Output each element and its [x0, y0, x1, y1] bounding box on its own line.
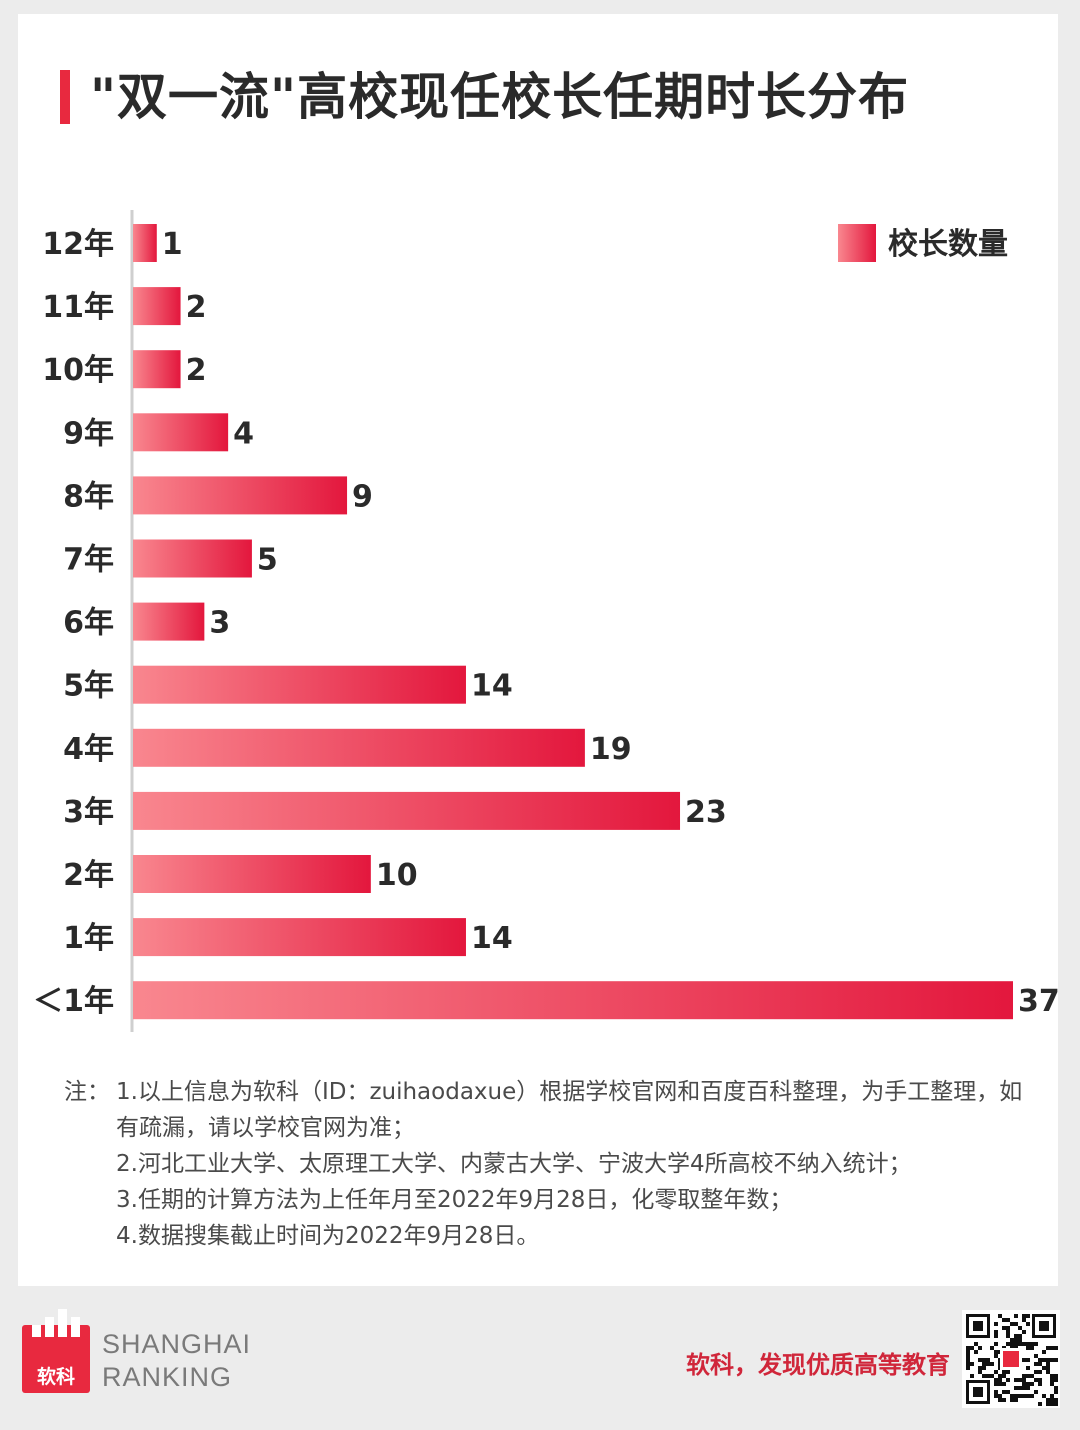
bar-value-label: 2	[186, 353, 207, 388]
bar-value-label: 5	[257, 543, 278, 578]
bar-value-label: 4	[233, 416, 254, 451]
page-title: "双一流"高校现任校长任期时长分布	[90, 68, 910, 126]
logo-text: 软科	[36, 1366, 75, 1388]
y-tick-label: 6年	[63, 606, 114, 641]
bar-value-label: 23	[685, 795, 727, 830]
legend-label: 校长数量	[888, 227, 1008, 262]
bar-value-label: 3	[209, 606, 230, 641]
bar-value-label: 14	[471, 669, 513, 704]
bar	[133, 287, 181, 326]
brand-name: SHANGHAI RANKING	[102, 1328, 251, 1394]
bar-value-label: 10	[376, 858, 418, 893]
slogan: 软科，发现优质高等教育	[686, 1351, 950, 1379]
footnote-prefix	[64, 1218, 116, 1254]
bar-value-label: 1	[162, 227, 183, 262]
bar	[133, 539, 252, 578]
bar	[133, 476, 348, 515]
y-tick-label: 9年	[63, 416, 114, 451]
footnote-text: 2.河北工业大学、太原理工大学、内蒙古大学、宁波大学4所高校不纳入统计；	[116, 1151, 912, 1177]
brand-line-1: SHANGHAI	[102, 1329, 252, 1359]
footnote-row: 2.河北工业大学、太原理工大学、内蒙古大学、宁波大学4所高校不纳入统计；	[64, 1146, 1034, 1182]
bar	[133, 224, 157, 262]
bar	[133, 350, 181, 389]
bar-value-label: 14	[471, 921, 513, 956]
y-tick-label: 12年	[42, 227, 114, 262]
brand-line-2: RANKING	[102, 1362, 233, 1392]
title-accent-bar	[60, 70, 70, 124]
shanghai-ranking-logo: 软科	[22, 1309, 90, 1393]
bar	[133, 728, 585, 767]
qr-code-icon	[962, 1310, 1060, 1408]
footnote-row: 3.任期的计算方法为上任年月至2022年9月28日，化零取整年数；	[64, 1182, 1034, 1218]
bar-value-label: 19	[590, 732, 632, 767]
chart-legend: 校长数量	[838, 224, 1008, 262]
bar	[133, 791, 681, 830]
footnote-row: 4.数据搜集截止时间为2022年9月28日。	[64, 1218, 1034, 1254]
bar-value-label: 2	[186, 290, 207, 325]
footnote-row: 注： 1.以上信息为软科（ID：zuihaodaxue）根据学校官网和百度百科整理…	[64, 1074, 1034, 1146]
footnote-prefix: 注：	[64, 1079, 110, 1105]
y-tick-label: 4年	[63, 732, 114, 767]
footnote-text: 3.任期的计算方法为上任年月至2022年9月28日，化零取整年数；	[116, 1187, 793, 1213]
chart-card	[18, 14, 1058, 1286]
footnote-prefix	[64, 1182, 116, 1218]
footnotes: 注： 1.以上信息为软科（ID：zuihaodaxue）根据学校官网和百度百科整理…	[64, 1074, 1034, 1254]
bar	[133, 602, 205, 641]
legend-swatch	[838, 224, 876, 262]
bar	[133, 665, 466, 704]
bar	[133, 855, 371, 893]
y-tick-label: 11年	[42, 290, 114, 325]
bar-value-label: 37	[1018, 984, 1060, 1019]
bar	[133, 981, 1013, 1020]
y-tick-label: 3年	[63, 795, 114, 830]
y-tick-label: 10年	[42, 353, 114, 388]
bar-chart: 12年 1 11年 2 10年 2 9年 4 8年 9 7年 5 6年 3 5年 14 4年 19 3年 23 2年 10…	[33, 210, 1060, 1032]
y-tick-label: 8年	[63, 479, 114, 514]
footnote-text: 1.以上信息为软科（ID：zuihaodaxue）根据学校官网和百度百科整理，为…	[116, 1079, 1023, 1141]
y-tick-label: 7年	[63, 543, 114, 578]
bar-value-label: 9	[352, 479, 373, 514]
bar	[133, 918, 466, 957]
footnote-text: 4.数据搜集截止时间为2022年9月28日。	[116, 1223, 540, 1249]
footnote-prefix	[64, 1146, 116, 1182]
bar	[133, 413, 229, 452]
y-tick-label: 5年	[63, 669, 114, 704]
y-tick-label: 2年	[63, 858, 114, 893]
y-tick-label: ＜1年	[33, 984, 114, 1019]
y-tick-label: 1年	[63, 921, 114, 956]
